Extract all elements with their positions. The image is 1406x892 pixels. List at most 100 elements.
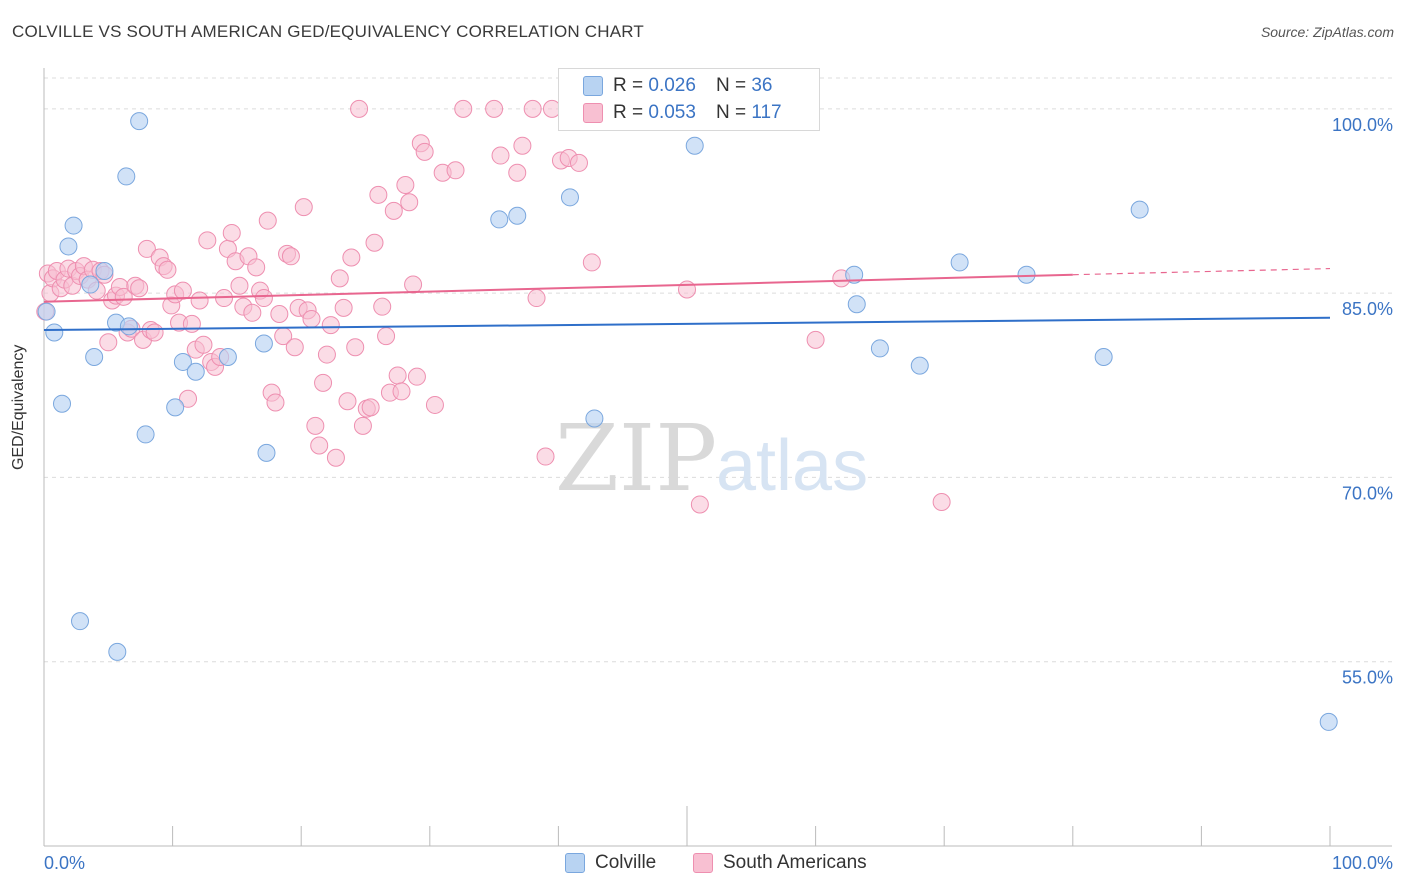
south-americans-point xyxy=(369,185,388,204)
south-americans-point xyxy=(377,327,396,346)
south-americans-legend-swatch xyxy=(693,853,713,873)
south-americans-point xyxy=(145,323,164,342)
colville-point xyxy=(1130,200,1149,219)
legend-item-south-americans[interactable]: South Americans xyxy=(693,852,867,874)
south-americans-point xyxy=(247,258,266,277)
south-americans-point xyxy=(326,448,345,467)
colville-point xyxy=(117,167,136,186)
south-americans-point xyxy=(314,373,333,392)
south-americans-point xyxy=(446,161,465,180)
colville-point xyxy=(119,317,138,336)
south-americans-point xyxy=(266,393,285,412)
y-tick-label: 55.0% xyxy=(1342,668,1393,688)
gridlines xyxy=(44,77,1392,663)
legend-row-colville: R = 0.026 N = 36 xyxy=(583,73,772,99)
colville-point xyxy=(257,443,276,462)
series-legend: Colville South Americans xyxy=(0,852,1406,878)
watermark-atlas: atlas xyxy=(716,426,868,506)
south-americans-legend-label: South Americans xyxy=(723,852,867,873)
south-americans-point xyxy=(425,395,444,414)
colville-point xyxy=(85,348,104,367)
south-americans-point xyxy=(194,335,213,354)
south-americans-point xyxy=(407,367,426,386)
south-americans-point xyxy=(454,99,473,118)
south-americans-point xyxy=(99,333,118,352)
colville-point xyxy=(166,398,185,417)
south-americans-point xyxy=(346,338,365,357)
x-tick-label-min: 0.0% xyxy=(44,853,85,873)
colville-point xyxy=(585,409,604,428)
south-americans-point xyxy=(190,291,209,310)
south-americans-point xyxy=(285,338,304,357)
colville-point xyxy=(1094,348,1113,367)
south-americans-point xyxy=(400,193,419,212)
south-americans-point xyxy=(173,281,192,300)
south-americans-point xyxy=(415,142,434,161)
south-americans-point xyxy=(243,303,262,322)
south-americans-r-value: 0.053 xyxy=(648,102,696,123)
x-tick-label-max: 100.0% xyxy=(1332,853,1393,873)
colville-point xyxy=(45,323,64,342)
south-americans-point xyxy=(222,223,241,242)
r-label: R = xyxy=(613,102,644,123)
colville-point xyxy=(81,275,100,294)
south-americans-point xyxy=(158,260,177,279)
south-americans-n-value: 117 xyxy=(751,102,782,123)
south-americans-point xyxy=(361,398,380,417)
south-americans-point xyxy=(513,136,532,155)
colville-points xyxy=(37,99,1338,731)
colville-point xyxy=(254,334,273,353)
south-americans-point xyxy=(806,330,825,349)
south-americans-point xyxy=(258,211,277,230)
colville-point xyxy=(910,356,929,375)
south-americans-point xyxy=(536,447,555,466)
legend-item-colville[interactable]: Colville xyxy=(565,852,656,874)
south-americans-point xyxy=(330,269,349,288)
south-americans-point xyxy=(254,289,273,308)
south-americans-point xyxy=(678,280,696,299)
south-americans-point xyxy=(137,239,156,258)
south-americans-point xyxy=(179,389,198,408)
south-americans-point xyxy=(491,146,510,165)
axes xyxy=(43,68,1392,847)
south-americans-point xyxy=(306,416,325,435)
colville-point xyxy=(64,216,83,235)
south-americans-point xyxy=(508,163,527,182)
south-americans-point xyxy=(569,153,588,172)
n-label: N = xyxy=(715,75,747,96)
colville-n-value: 36 xyxy=(751,75,773,96)
colville-legend-swatch xyxy=(565,853,585,873)
colville-point xyxy=(108,642,127,661)
south-americans-point xyxy=(317,345,336,364)
colville-swatch xyxy=(583,76,603,96)
source-note: Source: ZipAtlas.com xyxy=(1260,24,1394,40)
south-americans-point xyxy=(302,309,321,328)
y-axis-label: GED/Equivalency xyxy=(10,344,27,470)
south-americans-point xyxy=(365,233,384,252)
colville-point xyxy=(560,188,579,207)
south-americans-point xyxy=(230,276,249,295)
colville-point xyxy=(136,425,155,444)
y-tick-label: 85.0% xyxy=(1342,299,1393,319)
colville-point xyxy=(218,348,237,367)
south-americans-swatch xyxy=(583,103,603,123)
stats-legend: R = 0.026 N = 36 R = 0.053 N = 117 xyxy=(558,68,820,131)
south-americans-point xyxy=(130,279,149,298)
south-americans-point xyxy=(270,305,289,324)
south-americans-point xyxy=(182,314,201,333)
colville-point xyxy=(1017,265,1036,284)
colville-point xyxy=(870,339,889,358)
tick-labels: 55.0% 70.0% 85.0% 100.0% 0.0% 100.0% xyxy=(44,115,1393,873)
south-americans-point xyxy=(353,416,372,435)
south-americans-point xyxy=(114,287,133,306)
south-americans-point xyxy=(321,316,340,335)
south-americans-point xyxy=(338,392,357,411)
south-americans-point xyxy=(392,382,411,401)
r-label: R = xyxy=(613,75,644,96)
south-americans-point xyxy=(310,436,329,455)
south-americans-point xyxy=(527,289,546,308)
n-label: N = xyxy=(715,102,747,123)
colville-point xyxy=(95,262,114,281)
south-americans-point xyxy=(388,366,407,385)
